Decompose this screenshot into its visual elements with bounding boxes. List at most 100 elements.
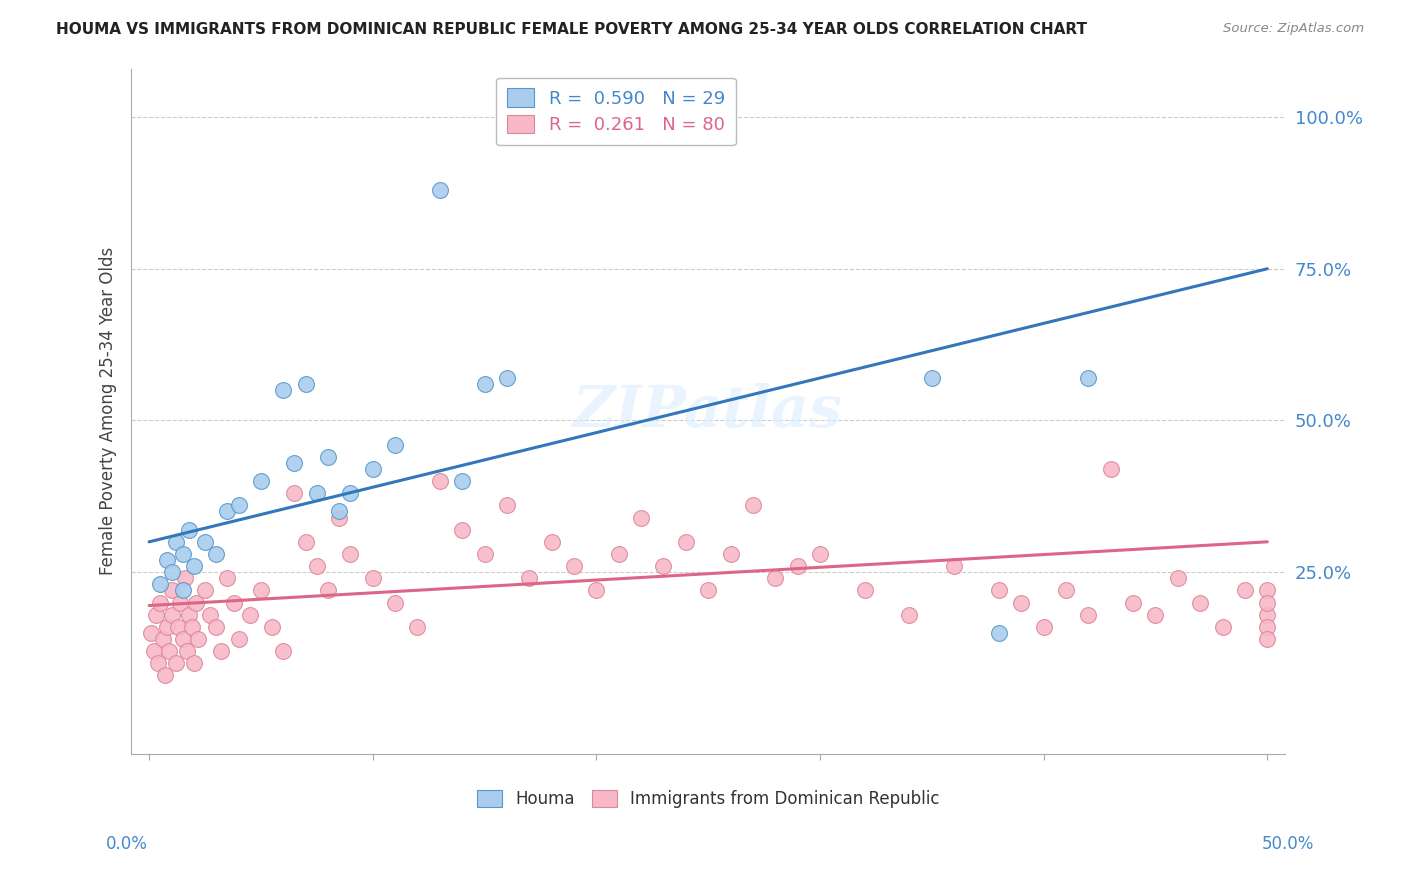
Point: [250, 583, 273, 598]
Point: [160, 565, 183, 579]
Point: [1122, 595, 1144, 609]
Text: 50.0%: 50.0%: [1263, 835, 1315, 853]
Point: [149, 577, 172, 591]
Point: [273, 383, 295, 397]
Point: [157, 644, 180, 658]
Point: [228, 499, 250, 513]
Point: [496, 371, 519, 385]
Point: [675, 534, 697, 549]
Point: [1077, 607, 1099, 622]
Point: [153, 668, 176, 682]
Text: 0.0%: 0.0%: [105, 835, 148, 853]
Point: [1099, 462, 1122, 476]
Text: Source: ZipAtlas.com: Source: ZipAtlas.com: [1223, 22, 1364, 36]
Point: [165, 656, 187, 670]
Text: ZIPatlas: ZIPatlas: [574, 384, 844, 440]
Point: [898, 607, 921, 622]
Point: [328, 504, 350, 518]
Point: [179, 523, 201, 537]
Point: [496, 499, 519, 513]
Point: [943, 559, 966, 574]
Point: [328, 510, 350, 524]
Point: [160, 583, 183, 598]
Point: [1233, 583, 1256, 598]
Point: [1032, 620, 1054, 634]
Point: [142, 644, 165, 658]
Point: [239, 607, 262, 622]
Point: [451, 523, 474, 537]
Legend: Houma, Immigrants from Dominican Republic: Houma, Immigrants from Dominican Republi…: [471, 783, 946, 814]
Point: [172, 547, 194, 561]
Point: [339, 486, 361, 500]
Point: [987, 583, 1010, 598]
Point: [720, 547, 742, 561]
Point: [228, 632, 250, 646]
Point: [149, 595, 172, 609]
Point: [224, 595, 246, 609]
Point: [294, 377, 316, 392]
Point: [987, 625, 1010, 640]
Point: [167, 620, 190, 634]
Point: [1212, 620, 1234, 634]
Y-axis label: Female Poverty Among 25-34 Year Olds: Female Poverty Among 25-34 Year Olds: [100, 247, 117, 575]
Point: [187, 632, 209, 646]
Point: [697, 583, 720, 598]
Point: [1144, 607, 1167, 622]
Point: [250, 474, 273, 488]
Point: [429, 183, 451, 197]
Point: [283, 486, 305, 500]
Point: [305, 486, 328, 500]
Point: [585, 583, 607, 598]
Point: [763, 571, 786, 585]
Point: [786, 559, 808, 574]
Point: [406, 620, 429, 634]
Point: [1010, 595, 1032, 609]
Point: [160, 607, 183, 622]
Point: [853, 583, 876, 598]
Point: [283, 456, 305, 470]
Point: [921, 371, 943, 385]
Point: [198, 607, 221, 622]
Point: [1054, 583, 1077, 598]
Point: [174, 571, 197, 585]
Point: [141, 625, 163, 640]
Point: [184, 595, 207, 609]
Point: [1189, 595, 1212, 609]
Point: [165, 534, 187, 549]
Point: [205, 620, 228, 634]
Point: [209, 644, 232, 658]
Point: [384, 438, 406, 452]
Point: [742, 499, 765, 513]
Point: [176, 644, 198, 658]
Point: [316, 450, 339, 464]
Point: [451, 474, 474, 488]
Point: [152, 632, 174, 646]
Point: [194, 583, 217, 598]
Point: [540, 534, 562, 549]
Point: [305, 559, 328, 574]
Point: [1256, 620, 1278, 634]
Point: [172, 583, 194, 598]
Point: [183, 656, 205, 670]
Point: [1077, 371, 1099, 385]
Point: [361, 571, 384, 585]
Point: [429, 474, 451, 488]
Point: [194, 534, 217, 549]
Point: [361, 462, 384, 476]
Point: [262, 620, 284, 634]
Point: [1256, 632, 1278, 646]
Point: [517, 571, 540, 585]
Text: HOUMA VS IMMIGRANTS FROM DOMINICAN REPUBLIC FEMALE POVERTY AMONG 25-34 YEAR OLDS: HOUMA VS IMMIGRANTS FROM DOMINICAN REPUB…: [56, 22, 1087, 37]
Point: [169, 595, 191, 609]
Point: [217, 504, 239, 518]
Point: [474, 547, 496, 561]
Point: [1167, 571, 1189, 585]
Point: [180, 620, 202, 634]
Point: [273, 644, 295, 658]
Point: [1256, 583, 1278, 598]
Point: [145, 607, 167, 622]
Point: [294, 534, 316, 549]
Point: [652, 559, 675, 574]
Point: [183, 559, 205, 574]
Point: [316, 583, 339, 598]
